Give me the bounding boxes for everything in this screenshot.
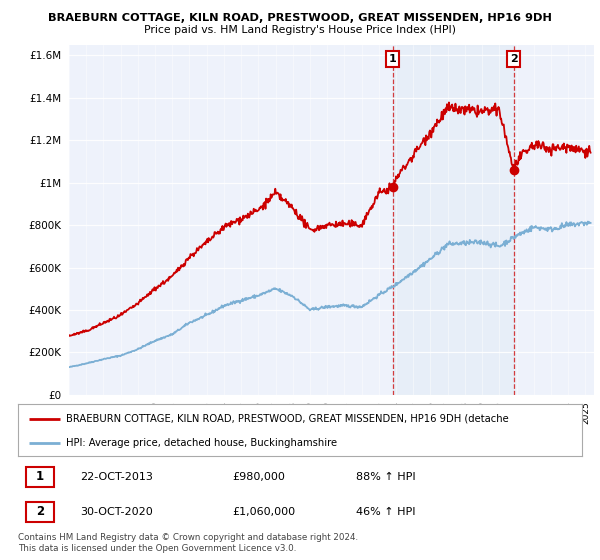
Text: BRAEBURN COTTAGE, KILN ROAD, PRESTWOOD, GREAT MISSENDEN, HP16 9DH (detache: BRAEBURN COTTAGE, KILN ROAD, PRESTWOOD, … [66,414,509,424]
Text: 46% ↑ HPI: 46% ↑ HPI [356,507,416,517]
Text: BRAEBURN COTTAGE, KILN ROAD, PRESTWOOD, GREAT MISSENDEN, HP16 9DH: BRAEBURN COTTAGE, KILN ROAD, PRESTWOOD, … [48,13,552,24]
Text: 2: 2 [36,505,44,518]
Text: £1,060,000: £1,060,000 [232,507,295,517]
Text: 22-OCT-2013: 22-OCT-2013 [80,472,153,482]
Bar [393,45,514,395]
Text: HPI: Average price, detached house, Buckinghamshire: HPI: Average price, detached house, Buck… [66,438,337,449]
Text: 2: 2 [510,54,517,64]
FancyBboxPatch shape [26,502,53,521]
Text: Price paid vs. HM Land Registry's House Price Index (HPI): Price paid vs. HM Land Registry's House … [144,25,456,35]
Text: 1: 1 [36,470,44,483]
FancyBboxPatch shape [26,467,53,487]
Text: £980,000: £980,000 [232,472,285,482]
Text: Contains HM Land Registry data © Crown copyright and database right 2024.
This d: Contains HM Land Registry data © Crown c… [18,533,358,553]
Text: 1: 1 [389,54,397,64]
Text: 30-OCT-2020: 30-OCT-2020 [80,507,153,517]
Text: 88% ↑ HPI: 88% ↑ HPI [356,472,416,482]
